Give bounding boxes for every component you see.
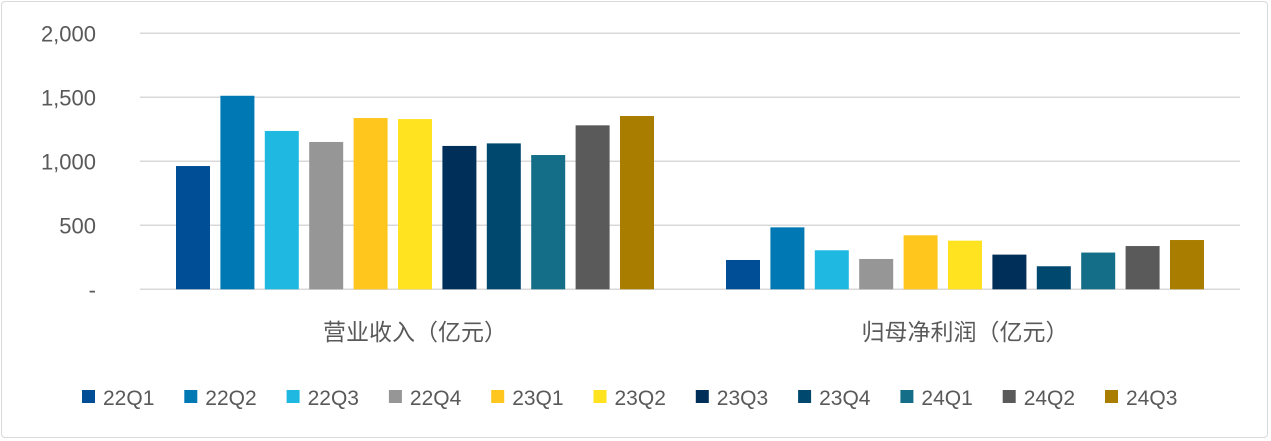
legend-swatch — [1002, 390, 1016, 403]
y-tick-label: - — [89, 277, 96, 302]
legend-label: 23Q3 — [717, 387, 768, 410]
bar-22q2 — [770, 227, 805, 290]
bar-24q1 — [1081, 252, 1116, 290]
bar-23q2 — [948, 240, 982, 290]
legend-label: 23Q4 — [819, 387, 871, 410]
bar-22q2 — [220, 95, 255, 290]
legend-swatch — [82, 390, 95, 403]
bar-23q4 — [486, 143, 521, 290]
legend-label: 22Q4 — [410, 387, 462, 410]
y-tick-label: 2,000 — [41, 21, 96, 46]
bar-23q4 — [1036, 266, 1071, 290]
legend-swatch — [695, 390, 709, 403]
legend-swatch — [491, 390, 505, 403]
bar-24q3 — [1170, 240, 1204, 290]
legend-swatch — [593, 390, 607, 403]
bar-24q3 — [620, 115, 654, 290]
y-tick-label: 1,000 — [41, 149, 96, 174]
legend-label: 24Q1 — [921, 387, 972, 410]
bar-23q3 — [992, 254, 1027, 290]
legend-label: 24Q2 — [1024, 387, 1075, 410]
bar-24q2 — [1125, 246, 1160, 290]
legend-swatch — [900, 390, 914, 403]
bar-23q1 — [353, 118, 388, 290]
x-category-label: 营业收入（亿元） — [323, 319, 507, 345]
legend-label: 22Q3 — [308, 387, 359, 410]
legend-swatch — [1105, 390, 1118, 403]
bar-23q2 — [398, 119, 432, 290]
bar-22q4 — [859, 258, 894, 290]
bar-24q1 — [531, 155, 566, 290]
bar-24q2 — [575, 125, 610, 290]
x-category-label: 归母净利润（亿元） — [862, 319, 1069, 345]
bar-23q1 — [903, 235, 938, 290]
y-tick-label: 500 — [59, 213, 96, 238]
legend-label: 23Q1 — [512, 387, 563, 410]
bar-22q3 — [264, 130, 299, 290]
legend-swatch — [286, 390, 300, 403]
bar-23q3 — [442, 145, 477, 290]
legend-label: 24Q3 — [1126, 387, 1177, 410]
y-tick-label: 1,500 — [41, 85, 96, 110]
legend-swatch — [798, 390, 812, 403]
legend-label: 22Q2 — [205, 387, 256, 410]
bar-22q3 — [814, 250, 849, 290]
legend-swatch — [184, 390, 198, 403]
bar-22q1 — [176, 166, 210, 290]
legend-swatch — [388, 390, 402, 403]
bar-22q1 — [726, 259, 760, 290]
bar-22q4 — [309, 141, 344, 290]
legend-label: 23Q2 — [615, 387, 666, 410]
legend-label: 22Q1 — [103, 387, 154, 410]
